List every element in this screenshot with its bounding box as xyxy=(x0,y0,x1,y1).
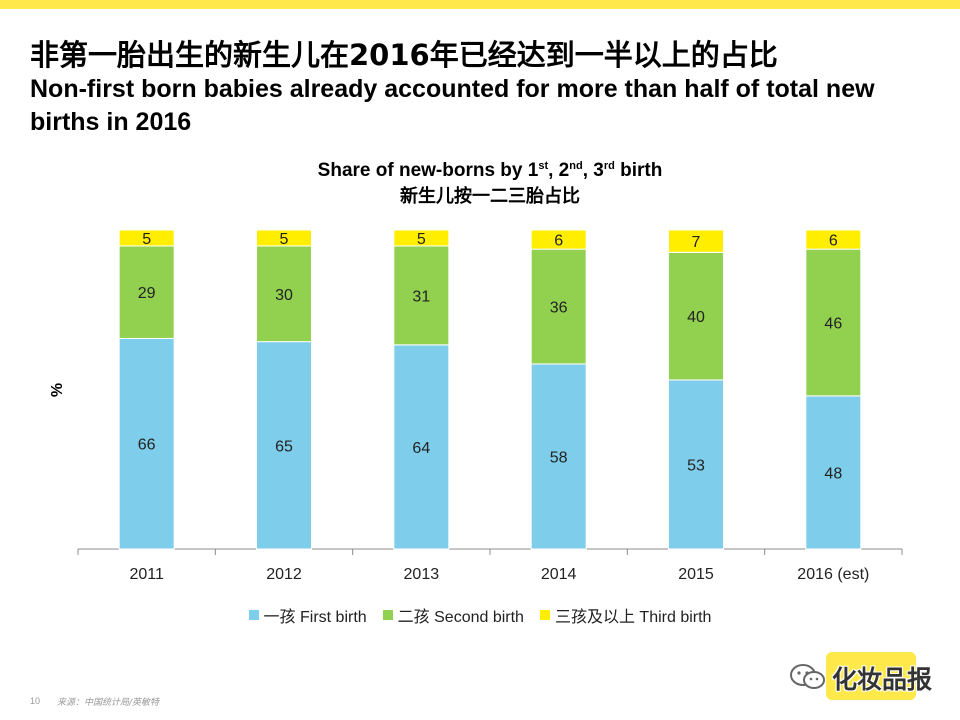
bar-segment-first-birth xyxy=(668,379,724,550)
bar-segment-second-birth xyxy=(668,251,724,381)
legend-label-second-birth: 二孩 Second birth xyxy=(397,609,524,626)
data-label-second-birth: 36 xyxy=(550,300,568,317)
data-label-first-birth: 64 xyxy=(412,440,430,457)
brand-logo-badge xyxy=(826,652,916,700)
x-tick-label: 2015 xyxy=(678,566,714,583)
wechat-icon xyxy=(790,664,825,689)
bar-segment-first-birth xyxy=(805,395,862,550)
data-label-second-birth: 46 xyxy=(824,316,842,333)
chart-title-en: Share of new-borns by 1st, 2nd, 3rd birt… xyxy=(317,160,663,181)
legend-label-first-birth: 一孩 First birth xyxy=(263,609,367,626)
data-label-third-birth: 5 xyxy=(280,231,289,248)
legend-item-third-birth: 三孩及以上 Third birth xyxy=(539,603,712,627)
bar-segment-third-birth xyxy=(668,229,724,253)
data-label-first-birth: 53 xyxy=(687,457,705,474)
bar-segment-second-birth xyxy=(530,248,587,365)
data-label-second-birth: 31 xyxy=(412,288,430,305)
brand-name: 化妆品报 xyxy=(832,665,933,694)
legend-item-first-birth: 一孩 First birth xyxy=(248,603,367,627)
data-label-second-birth: 30 xyxy=(275,287,293,304)
page-title-cn: 非第一胎出生的新生儿在2016年已经达到一半以上的占比 xyxy=(30,38,778,72)
legend-swatch-first-birth xyxy=(248,610,259,620)
page-number: 10 xyxy=(30,696,41,706)
data-label-third-birth: 6 xyxy=(829,233,838,250)
data-label-first-birth: 66 xyxy=(138,437,156,454)
top-accent-stripe xyxy=(0,0,960,9)
bar-segment-third-birth xyxy=(805,229,862,250)
x-tick-label: 2011 xyxy=(129,566,164,583)
source-note: 来源：中国统计局/英敏特 xyxy=(57,698,160,708)
data-label-second-birth: 29 xyxy=(138,285,156,302)
x-tick-label: 2014 xyxy=(541,566,577,583)
data-label-third-birth: 7 xyxy=(692,234,701,251)
data-label-second-birth: 40 xyxy=(687,309,705,326)
x-tick-label: 2013 xyxy=(404,566,440,583)
x-tick-label: 2016 (est) xyxy=(797,566,869,583)
legend-item-second-birth: 二孩 Second birth xyxy=(382,603,524,627)
data-label-third-birth: 6 xyxy=(554,233,563,250)
bar-segment-first-birth xyxy=(256,341,312,550)
legend-swatch-third-birth xyxy=(539,610,550,620)
legend-swatch-second-birth xyxy=(382,610,393,620)
bar-segment-second-birth xyxy=(256,245,312,343)
bar-segment-third-birth xyxy=(530,229,587,250)
legend-label-third-birth: 三孩及以上 Third birth xyxy=(554,609,712,626)
chart-title-cn: 新生儿按一二三胎占比 xyxy=(400,186,580,207)
bar-segment-third-birth xyxy=(118,229,175,247)
data-label-third-birth: 5 xyxy=(417,231,426,248)
bar-segment-first-birth xyxy=(393,344,450,550)
bar-segment-third-birth xyxy=(256,229,312,247)
y-axis-label: % xyxy=(49,383,66,397)
page-title-en: Non-first born babies already accounted … xyxy=(30,75,875,136)
data-label-first-birth: 58 xyxy=(550,449,568,466)
chart-legend: 一孩 First birth 二孩 Second birth 三孩及以上 Thi… xyxy=(0,603,960,627)
chart-title: Share of new-borns by 1st, 2nd, 3rd birt… xyxy=(220,158,760,210)
data-label-first-birth: 48 xyxy=(824,465,842,482)
bar-segment-second-birth xyxy=(805,248,862,397)
bar-segment-third-birth xyxy=(393,229,450,247)
data-label-third-birth: 5 xyxy=(142,231,151,248)
data-label-first-birth: 65 xyxy=(275,438,293,455)
x-tick-label: 2012 xyxy=(266,566,302,583)
bar-segment-first-birth xyxy=(530,363,587,550)
stacked-bar-chart: % 66 29 5 2011 65 30 5 2012 64 31 5 2013 58 36 6 2014 53 4… xyxy=(49,229,903,583)
bar-segment-second-birth xyxy=(393,245,450,346)
